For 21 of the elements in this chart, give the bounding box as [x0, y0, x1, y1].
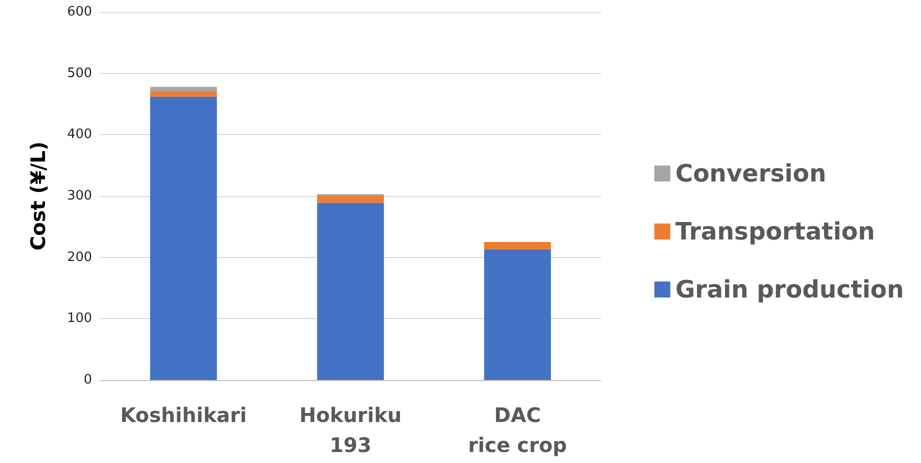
x-tick-label: DAC rice crop [468, 403, 567, 457]
y-tick-label: 200 [67, 250, 92, 265]
y-tick-label: 300 [67, 188, 92, 204]
y-tick-label: 0 [84, 372, 92, 388]
y-tick-label: 600 [67, 4, 92, 20]
legend-label: Transportation [675, 218, 875, 246]
bar [150, 86, 217, 92]
legend-label: Grain production [675, 276, 904, 304]
bar [150, 91, 217, 97]
bar [317, 196, 384, 203]
y-tick-label: 400 [67, 127, 92, 142]
bar [484, 242, 551, 250]
y-tick-label: 500 [67, 66, 92, 81]
bar [150, 96, 217, 380]
y-tick-label: 100 [67, 311, 92, 326]
x-tick-label: Koshihikari [120, 403, 247, 427]
legend-label: Conversion [675, 160, 826, 188]
x-tick-label: Hokuriku 193 [299, 403, 402, 457]
bar [484, 249, 551, 380]
bar [317, 202, 384, 380]
y-axis-title: Cost (¥/L) [26, 141, 50, 251]
